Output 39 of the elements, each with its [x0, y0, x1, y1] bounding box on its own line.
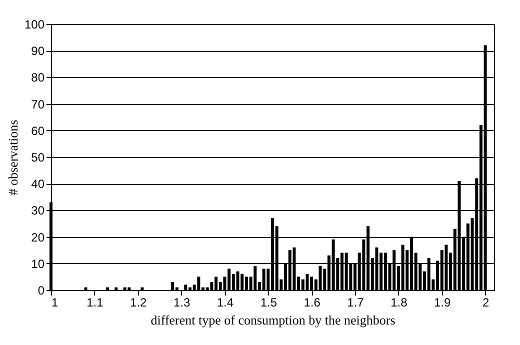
bar: [306, 274, 309, 290]
y-tick-label: 90: [31, 44, 45, 58]
y-tick-label: 30: [31, 204, 45, 218]
bar: [171, 282, 174, 290]
y-tick-label: 50: [31, 150, 45, 164]
x-tick-label: 1.3: [173, 296, 190, 310]
bar: [106, 287, 109, 290]
y-tick-label: 70: [31, 97, 45, 112]
x-tick-label: 1.9: [434, 296, 452, 310]
bar: [114, 287, 118, 290]
y-tick-label: 20: [31, 230, 45, 244]
bar: [197, 276, 200, 290]
bar: [84, 287, 88, 290]
y-tick-label: 0: [38, 284, 45, 298]
bar: [184, 284, 188, 290]
x-tick-label: 1.1: [86, 296, 104, 310]
y-tick-label: 40: [31, 177, 45, 192]
x-axis-title: different type of consumption by the neighbors: [150, 312, 396, 328]
x-tick-label: 1.5: [260, 296, 278, 310]
x-tick-label: 1.7: [347, 296, 364, 310]
bar: [262, 268, 266, 290]
y-axis-title: # observations: [5, 120, 20, 196]
y-tick-label: 80: [31, 70, 45, 85]
x-tick-label: 1.8: [390, 296, 408, 310]
x-tick-label: 1: [52, 296, 58, 310]
bar: [128, 287, 131, 290]
x-tick-label: 1.6: [304, 296, 321, 310]
x-tick-label: 2: [482, 296, 490, 310]
bar: [236, 271, 240, 290]
y-tick-label: 100: [24, 18, 45, 32]
x-tick-label: 1.2: [130, 296, 148, 310]
bar: [240, 274, 244, 290]
bar: [254, 266, 257, 290]
bar: [318, 266, 322, 290]
bar: [140, 287, 144, 290]
bar: [123, 287, 126, 290]
y-tick-label: 10: [31, 256, 45, 271]
x-tick-label: 1.4: [216, 296, 234, 310]
y-tick-label: 60: [31, 124, 45, 138]
